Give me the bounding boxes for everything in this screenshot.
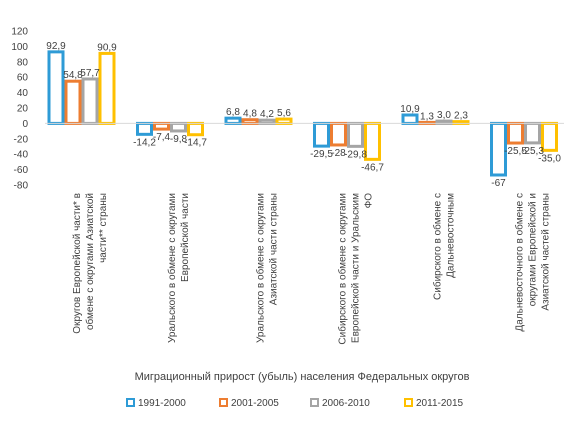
category-labels-layer: Округов Европейской части* в обмене с окр… [72, 193, 552, 345]
y-tick-label: 80 [17, 57, 29, 68]
bar [64, 79, 82, 125]
data-label: 10,9 [400, 104, 420, 115]
category-label-line: ФО [363, 193, 374, 209]
bar [224, 116, 242, 125]
category-label: Уральского в обмене с округами Азиатской … [254, 193, 279, 343]
category-label-line: Уральского в обмене с округами [166, 193, 178, 343]
data-label: 1,3 [420, 111, 434, 122]
legend-item: 2011-2015 [404, 398, 464, 409]
bar [541, 121, 558, 152]
bar [507, 121, 524, 145]
category-label-line: Европейской части и Уральским [350, 193, 361, 343]
y-tick-label: -80 [14, 181, 29, 192]
data-label: -7,4 [153, 132, 171, 143]
y-tick-label: 60 [17, 73, 29, 84]
category-label: Сибирского в обмене с округами Европейско… [336, 193, 374, 345]
bar [187, 121, 204, 137]
x-axis-title: Миграционный прирост (убыль) населения Ф… [135, 371, 470, 383]
category-label-line: Европейской части [180, 193, 191, 282]
data-label: -29,8 [344, 149, 367, 160]
bar [330, 121, 347, 147]
data-label: -14,2 [133, 137, 156, 148]
category-label-line: части** страны [98, 193, 109, 263]
data-label: -29,5 [310, 149, 333, 160]
category-label-line: Сибирского в обмене с округами [336, 193, 348, 345]
y-tick-label: 0 [22, 119, 28, 130]
bar [275, 117, 293, 125]
bar [98, 51, 116, 125]
data-label: 5,6 [277, 108, 291, 119]
bar [347, 121, 364, 148]
legend-item: 2001-2005 [219, 398, 279, 409]
category-label: Округов Европейской части* в обмене с окр… [72, 193, 109, 334]
bar [170, 121, 187, 133]
bar [241, 118, 259, 125]
category-label-line: Азиатской частей страны [540, 193, 551, 311]
legend-label: 2011-2015 [416, 398, 464, 409]
legend-swatch [404, 398, 413, 407]
bar [401, 113, 419, 125]
bar [81, 77, 99, 125]
data-label: 90,9 [97, 42, 117, 53]
data-label: -25,3 [521, 146, 544, 157]
legend-item: 1991-2000 [126, 398, 186, 409]
y-tick-label: -60 [14, 165, 29, 176]
legend-swatch [310, 398, 319, 407]
data-label: 54,8 [63, 70, 83, 81]
category-label: Сибирского в обмене с Дальневосточным [431, 193, 456, 300]
y-tick-label: -40 [14, 150, 29, 161]
legend-label: 1991-2000 [138, 398, 186, 409]
data-label: 4,2 [260, 109, 274, 120]
category-label-line: Азиатской части страны [268, 193, 279, 305]
data-label: 3,0 [437, 110, 451, 121]
category-label-line: Дальневосточным [445, 193, 456, 278]
data-label: 6,8 [226, 107, 240, 118]
data-label: -25,5 [504, 146, 527, 157]
y-tick-label: 120 [11, 27, 28, 38]
bar [524, 121, 541, 145]
category-label-line: Сибирского в обмене с [431, 193, 443, 300]
legend-item: 2006-2010 [310, 398, 370, 409]
data-label: -35,0 [538, 153, 561, 164]
bar [313, 121, 330, 148]
category-label-line: обмене с округами Азиатской [84, 193, 96, 330]
data-label: 4,8 [243, 109, 257, 120]
category-label-line: Уральского в обмене с округами [254, 193, 266, 343]
y-tick-label: 20 [17, 104, 29, 115]
y-tick-label: -20 [14, 134, 29, 145]
category-label-line: округами Европейской и [527, 193, 538, 306]
data-label: 57,7 [80, 68, 100, 79]
data-label: 92,9 [46, 41, 66, 52]
category-label: Уральского в обмене с округами Европейско… [166, 193, 191, 343]
y-tick-label: 100 [11, 42, 28, 53]
data-label: -9,8 [170, 134, 188, 145]
y-tick-label: 40 [17, 88, 29, 99]
data-label: -67 [491, 178, 506, 189]
bar [136, 121, 153, 136]
legend-swatch [219, 398, 228, 407]
data-label: -14,7 [184, 138, 207, 149]
legend-label: 2006-2010 [322, 398, 370, 409]
legend: 1991-2000 2001-2005 2006-2010 2011-2015 [126, 398, 464, 409]
bar [153, 121, 170, 131]
legend-label: 2001-2005 [231, 398, 279, 409]
bar [364, 121, 381, 161]
bar [47, 50, 65, 125]
category-label-line: Дальневосточного в обмене с [513, 193, 525, 332]
data-label: -28 [331, 148, 346, 159]
legend-swatch [126, 398, 135, 407]
data-label: 2,3 [454, 111, 468, 122]
category-label-line: Округов Европейской части* в [72, 193, 83, 334]
y-axis: -80 -60 -40 -20 0 20 40 60 80 100 120 [11, 27, 28, 192]
data-labels-layer: 92,9 54,857,7 90,9 -14,2-7,4 -9,8-14,7 6,8 4,8… [46, 41, 561, 189]
bars-layer [47, 50, 558, 177]
data-label: -46,7 [361, 162, 384, 173]
category-label: Дальневосточного в обмене с округами Евро… [513, 193, 551, 332]
